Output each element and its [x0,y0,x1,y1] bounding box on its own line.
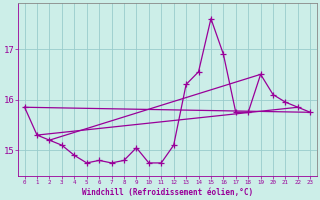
X-axis label: Windchill (Refroidissement éolien,°C): Windchill (Refroidissement éolien,°C) [82,188,253,197]
